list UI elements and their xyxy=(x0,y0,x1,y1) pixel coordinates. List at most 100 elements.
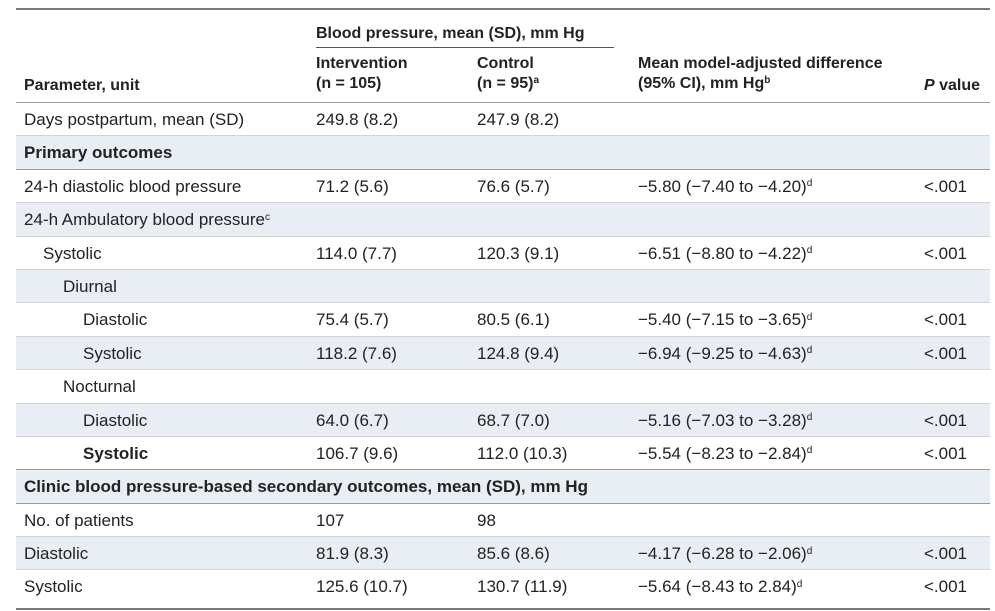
difference-footnote: d xyxy=(806,178,813,190)
difference-footnote: d xyxy=(806,412,813,424)
p-value-cell-text: <.001 xyxy=(924,443,968,463)
p-value-cell: <.001 xyxy=(924,411,967,431)
control-cell: 85.6 (8.6) xyxy=(477,544,550,564)
row-label-text: Diurnal xyxy=(63,276,117,296)
row-label: Systolic xyxy=(43,244,102,264)
intervention-cell: 106.7 (9.6) xyxy=(316,444,398,464)
row-label-text: Diastolic xyxy=(83,410,148,430)
control-cell: 76.6 (5.7) xyxy=(477,177,550,197)
intervention-cell-text: 75.4 (5.7) xyxy=(316,310,389,330)
difference-header-unit: (95% CI), mm Hg xyxy=(638,75,765,92)
p-value-cell-text: <.001 xyxy=(924,410,968,430)
difference-column-header: Mean model-adjusted difference (95% CI),… xyxy=(638,54,883,94)
row-label: Diastolic xyxy=(83,411,147,431)
control-header-n: (n = 95) xyxy=(477,75,534,92)
row-label: Clinic blood pressure-based secondary ou… xyxy=(24,477,588,497)
table-row: 24-h diastolic blood pressure 71.2 (5.6) 7… xyxy=(16,170,990,204)
difference-cell: −6.94 (−9.25 to −4.63)d xyxy=(638,344,812,364)
difference-cell: −5.16 (−7.03 to −3.28)d xyxy=(638,411,812,431)
table-row: Diastolic 81.9 (8.3) 85.6 (8.6) −4.17 (−6.2… xyxy=(16,537,990,571)
table-row: Systolic 125.6 (10.7) 130.7 (11.9) −5.64 (−… xyxy=(16,570,990,603)
intervention-cell-text: 114.0 (7.7) xyxy=(316,243,397,263)
row-label: Days postpartum, mean (SD) xyxy=(24,110,244,130)
control-header-line1: Control xyxy=(477,55,534,72)
row-label-text: 24-h diastolic blood pressure xyxy=(24,176,242,196)
table-row: Primary outcomes xyxy=(16,136,990,170)
results-table: Blood pressure, mean (SD), mm Hg Paramet… xyxy=(16,8,990,610)
table-row: No. of patients 107 98 xyxy=(16,504,990,538)
row-label-text: Days postpartum, mean (SD) xyxy=(24,110,245,129)
p-value-cell: <.001 xyxy=(924,177,967,197)
table-row: Days postpartum, mean (SD) 249.8 (8.2) 247… xyxy=(16,103,990,137)
row-label: Systolic xyxy=(83,444,148,464)
control-cell: 68.7 (7.0) xyxy=(477,411,550,431)
control-cell-text: 98 xyxy=(477,510,496,530)
difference-footnote-marker: b xyxy=(764,74,771,86)
intervention-cell-text: 81.9 (8.3) xyxy=(316,544,389,564)
difference-cell: −6.51 (−8.80 to −4.22)d xyxy=(638,244,812,264)
row-label: 24-h diastolic blood pressure xyxy=(24,177,241,197)
difference-cell-text: −5.64 (−8.43 to 2.84) xyxy=(638,577,797,597)
control-cell: 80.5 (6.1) xyxy=(477,310,550,330)
difference-cell: −4.17 (−6.28 to −2.06)d xyxy=(638,544,812,564)
row-label-text: No. of patients xyxy=(24,510,134,530)
difference-cell: −5.54 (−8.23 to −2.84)d xyxy=(638,444,812,464)
p-value-cell: <.001 xyxy=(924,344,967,364)
control-cell-text: 76.6 (5.7) xyxy=(477,176,550,196)
row-label: Diastolic xyxy=(83,310,147,330)
table-row: 24-h Ambulatory blood pressurec xyxy=(16,203,990,237)
difference-cell-text: −4.17 (−6.28 to −2.06) xyxy=(638,544,807,564)
table-header: Blood pressure, mean (SD), mm Hg Paramet… xyxy=(16,10,990,103)
p-value-cell-text: <.001 xyxy=(924,343,968,363)
control-column-header: Control (n = 95)a xyxy=(477,54,539,94)
row-label-text: 24-h Ambulatory blood pressure xyxy=(24,210,265,230)
control-cell-text: 120.3 (9.1) xyxy=(477,243,560,263)
difference-cell-text: −5.54 (−8.23 to −2.84) xyxy=(638,443,807,463)
row-label-text: Diastolic xyxy=(24,544,89,564)
bp-column-spanner: Blood pressure, mean (SD), mm Hg xyxy=(316,24,614,48)
control-cell: 247.9 (8.2) xyxy=(477,110,559,130)
row-label: Nocturnal xyxy=(63,377,136,397)
intervention-cell-text: 125.6 (10.7) xyxy=(316,577,408,597)
row-label: Diastolic xyxy=(24,544,88,564)
difference-header-line2: (95% CI), mm Hgb xyxy=(638,74,883,94)
intervention-cell-text: 64.0 (6.7) xyxy=(316,410,389,430)
difference-cell: −5.80 (−7.40 to −4.20)d xyxy=(638,177,812,197)
difference-footnote: d xyxy=(806,245,813,257)
intervention-cell: 114.0 (7.7) xyxy=(316,244,397,264)
intervention-cell: 249.8 (8.2) xyxy=(316,110,398,130)
control-cell-text: 68.7 (7.0) xyxy=(477,410,550,430)
control-header-line2: (n = 95)a xyxy=(477,74,539,94)
p-value-cell: <.001 xyxy=(924,444,967,464)
p-value-cell-text: <.001 xyxy=(924,577,968,597)
p-value-cell-text: <.001 xyxy=(924,310,968,330)
intervention-cell: 64.0 (6.7) xyxy=(316,411,389,431)
intervention-cell-text: 249.8 (8.2) xyxy=(316,110,399,129)
row-label: 24-h Ambulatory blood pressurec xyxy=(24,210,270,230)
intervention-cell-text: 118.2 (7.6) xyxy=(316,343,397,363)
p-value-cell-text: <.001 xyxy=(924,243,968,263)
row-label: Systolic xyxy=(24,577,83,597)
row-label-text: Systolic xyxy=(43,243,102,263)
difference-cell: −5.64 (−8.43 to 2.84)d xyxy=(638,577,802,597)
control-cell: 130.7 (11.9) xyxy=(477,577,567,597)
row-label-text: Systolic xyxy=(83,343,142,363)
row-label-text: Systolic xyxy=(24,577,83,597)
control-cell-text: 247.9 (8.2) xyxy=(477,110,560,129)
difference-cell-text: −5.80 (−7.40 to −4.20) xyxy=(638,176,807,196)
intervention-cell: 125.6 (10.7) xyxy=(316,577,408,597)
difference-footnote: d xyxy=(806,545,813,557)
row-label-text: Clinic blood pressure-based secondary ou… xyxy=(24,477,588,497)
intervention-cell-text: 106.7 (9.6) xyxy=(316,443,399,463)
difference-footnote: d xyxy=(806,345,813,357)
difference-cell-text: −6.94 (−9.25 to −4.63) xyxy=(638,343,807,363)
control-cell-text: 124.8 (9.4) xyxy=(477,343,560,363)
row-label: No. of patients xyxy=(24,511,134,531)
row-label: Systolic xyxy=(83,344,142,364)
intervention-header-line1: Intervention xyxy=(316,55,408,72)
control-cell: 124.8 (9.4) xyxy=(477,344,559,364)
p-value-italic-p: P xyxy=(924,77,935,94)
table-row: Diurnal xyxy=(16,269,990,304)
table-body: Days postpartum, mean (SD) 249.8 (8.2) 247… xyxy=(16,103,990,604)
control-cell: 98 xyxy=(477,511,496,531)
